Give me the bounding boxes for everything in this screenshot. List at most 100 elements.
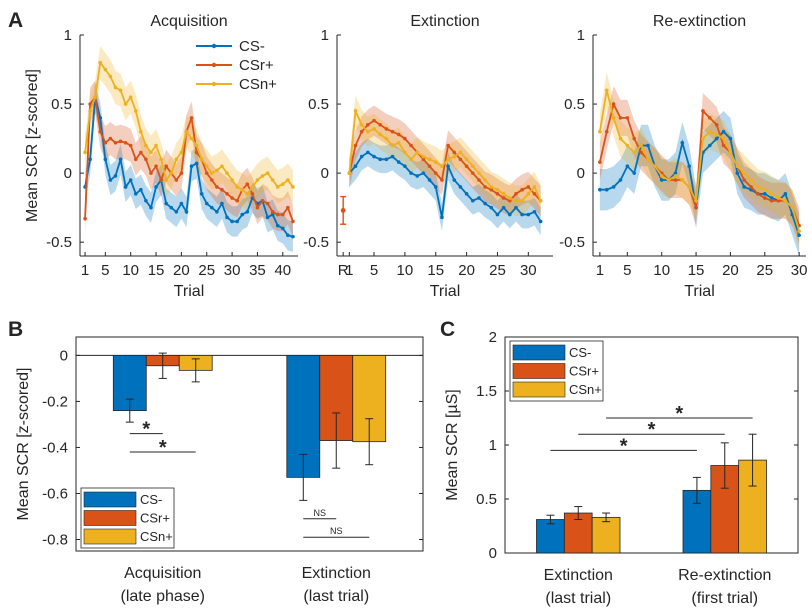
y-tick-label: 0 bbox=[489, 545, 497, 562]
data-point bbox=[108, 178, 113, 182]
data-point bbox=[708, 143, 712, 148]
data-point bbox=[390, 143, 395, 148]
data-point bbox=[421, 171, 426, 175]
data-point bbox=[250, 192, 255, 196]
data-point bbox=[598, 129, 602, 134]
data-point bbox=[230, 178, 234, 182]
data-point bbox=[159, 157, 163, 162]
data-point bbox=[255, 205, 260, 210]
data-point bbox=[783, 192, 788, 196]
data-point bbox=[118, 139, 123, 144]
data-point bbox=[189, 164, 194, 169]
y-tick-label: 1 bbox=[577, 27, 585, 44]
data-point bbox=[790, 205, 795, 210]
data-point bbox=[225, 215, 229, 220]
data-point bbox=[446, 157, 450, 162]
data-point bbox=[680, 140, 685, 145]
data-point bbox=[133, 109, 138, 113]
data-point bbox=[225, 171, 229, 175]
data-point bbox=[532, 185, 537, 189]
data-point bbox=[501, 192, 506, 196]
data-point bbox=[275, 223, 280, 228]
data-point bbox=[235, 219, 239, 224]
data-point bbox=[501, 205, 506, 210]
category-label: Acquisition bbox=[124, 565, 201, 582]
data-point bbox=[179, 150, 184, 155]
panel-label-c: C bbox=[440, 318, 455, 341]
bar-cs bbox=[536, 519, 565, 554]
data-point bbox=[495, 212, 500, 217]
data-point bbox=[128, 178, 133, 182]
x-tick-label: 10 bbox=[653, 262, 670, 279]
x-tick-label: 1 bbox=[345, 262, 353, 279]
data-point bbox=[598, 160, 602, 164]
legend-label: CS- bbox=[569, 345, 591, 360]
error-band-csn bbox=[349, 95, 541, 216]
data-point bbox=[501, 196, 506, 200]
data-point bbox=[235, 198, 239, 203]
data-point bbox=[118, 157, 123, 162]
data-point bbox=[618, 136, 623, 141]
data-point bbox=[433, 171, 438, 175]
bar-chart-b: 0 -0.2 -0.4 -0.6 -0.8 Mean SCR [z-scored] Acqu… bbox=[15, 336, 424, 605]
data-point bbox=[93, 95, 98, 99]
data-point bbox=[409, 143, 413, 148]
data-point bbox=[721, 129, 726, 134]
error-band-cs bbox=[85, 81, 293, 252]
data-point bbox=[458, 150, 463, 155]
data-point bbox=[347, 171, 352, 175]
data-point bbox=[164, 164, 168, 169]
data-point bbox=[742, 185, 746, 189]
y-tick-label: 0 bbox=[64, 165, 72, 182]
x-tick-label: 10 bbox=[397, 262, 414, 279]
data-point bbox=[83, 216, 87, 221]
legend-label: CSn+ bbox=[239, 76, 277, 93]
data-point bbox=[625, 164, 630, 169]
data-point bbox=[735, 171, 740, 175]
data-point bbox=[611, 116, 616, 120]
data-point bbox=[483, 185, 487, 189]
data-point bbox=[749, 178, 753, 182]
data-point bbox=[372, 154, 376, 159]
data-point bbox=[639, 150, 643, 155]
data-point bbox=[210, 178, 214, 182]
data-point bbox=[291, 234, 295, 239]
data-point bbox=[762, 192, 767, 196]
data-point bbox=[384, 157, 389, 162]
data-point bbox=[215, 168, 219, 173]
data-point bbox=[144, 157, 148, 162]
data-point bbox=[108, 74, 113, 79]
data-point bbox=[742, 171, 746, 175]
x-tick-label: 25 bbox=[198, 262, 215, 279]
data-point bbox=[653, 164, 657, 169]
data-point bbox=[520, 212, 524, 217]
data-point bbox=[149, 171, 153, 175]
x-tick-label: 20 bbox=[458, 262, 475, 279]
data-point bbox=[139, 187, 143, 192]
x-tick-label: R bbox=[338, 262, 349, 279]
data-point bbox=[123, 140, 128, 145]
data-point bbox=[199, 192, 204, 196]
chart-title: Re-extinction bbox=[653, 13, 746, 30]
data-point bbox=[215, 210, 219, 214]
data-point bbox=[210, 171, 214, 175]
category-label: Extinction bbox=[544, 567, 613, 584]
data-point bbox=[659, 174, 664, 178]
data-point bbox=[179, 171, 184, 175]
data-point bbox=[286, 233, 290, 238]
data-point bbox=[508, 198, 512, 203]
data-point bbox=[514, 205, 518, 210]
data-point bbox=[526, 185, 531, 189]
data-point bbox=[280, 182, 285, 186]
error-band-csr bbox=[85, 80, 293, 239]
x-tick-label: 30 bbox=[520, 262, 537, 279]
data-point bbox=[378, 157, 383, 162]
data-point bbox=[98, 116, 103, 120]
y-tick-label: 1 bbox=[489, 437, 497, 454]
data-point bbox=[452, 150, 457, 155]
y-tick-label: -0.6 bbox=[42, 485, 68, 502]
data-point bbox=[440, 178, 444, 182]
chart-title: Acquisition bbox=[150, 13, 227, 30]
data-point bbox=[113, 140, 118, 145]
